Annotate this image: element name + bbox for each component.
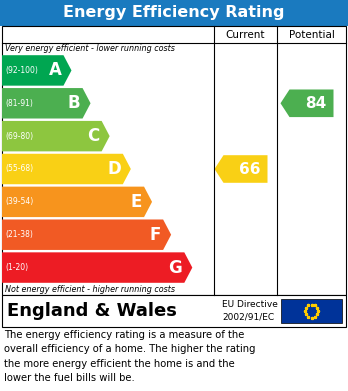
Text: (55-68): (55-68) bbox=[5, 165, 33, 174]
Text: 66: 66 bbox=[239, 161, 260, 176]
Text: (21-38): (21-38) bbox=[5, 230, 33, 239]
Text: England & Wales: England & Wales bbox=[7, 302, 177, 320]
Bar bbox=[2, 295, 346, 327]
Polygon shape bbox=[2, 154, 131, 184]
Text: (81-91): (81-91) bbox=[5, 99, 33, 108]
Text: (1-20): (1-20) bbox=[5, 263, 28, 272]
Text: 84: 84 bbox=[305, 96, 326, 111]
Polygon shape bbox=[214, 155, 268, 183]
Polygon shape bbox=[2, 219, 171, 250]
Text: The energy efficiency rating is a measure of the
overall efficiency of a home. T: The energy efficiency rating is a measur… bbox=[4, 330, 255, 383]
Text: C: C bbox=[87, 127, 100, 145]
Bar bbox=[0, 0, 348, 26]
Text: E: E bbox=[130, 193, 142, 211]
Text: Current: Current bbox=[226, 29, 265, 39]
Text: Very energy efficient - lower running costs: Very energy efficient - lower running co… bbox=[5, 44, 175, 53]
Polygon shape bbox=[2, 88, 90, 118]
Text: (92-100): (92-100) bbox=[5, 66, 38, 75]
Bar bbox=[2, 26, 346, 295]
Polygon shape bbox=[2, 252, 192, 283]
Text: B: B bbox=[68, 94, 80, 112]
Text: F: F bbox=[150, 226, 161, 244]
Polygon shape bbox=[2, 55, 71, 86]
Text: (39-54): (39-54) bbox=[5, 197, 33, 206]
Polygon shape bbox=[2, 121, 110, 151]
Bar bbox=[281, 299, 342, 323]
Text: G: G bbox=[168, 258, 182, 276]
Polygon shape bbox=[2, 187, 152, 217]
Polygon shape bbox=[280, 90, 333, 117]
Text: Energy Efficiency Rating: Energy Efficiency Rating bbox=[63, 5, 285, 20]
Text: (69-80): (69-80) bbox=[5, 132, 33, 141]
Text: Not energy efficient - higher running costs: Not energy efficient - higher running co… bbox=[5, 285, 175, 294]
Text: EU Directive
2002/91/EC: EU Directive 2002/91/EC bbox=[222, 300, 278, 322]
Text: A: A bbox=[49, 61, 62, 79]
Text: Potential: Potential bbox=[288, 29, 334, 39]
Text: D: D bbox=[107, 160, 121, 178]
